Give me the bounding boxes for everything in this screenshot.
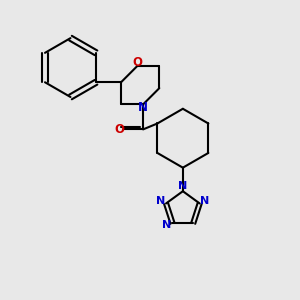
Text: N: N (178, 181, 188, 191)
Text: O: O (115, 123, 124, 136)
Text: N: N (138, 101, 148, 114)
Text: O: O (132, 56, 142, 69)
Text: N: N (200, 196, 209, 206)
Text: N: N (162, 220, 171, 230)
Text: N: N (156, 196, 166, 206)
